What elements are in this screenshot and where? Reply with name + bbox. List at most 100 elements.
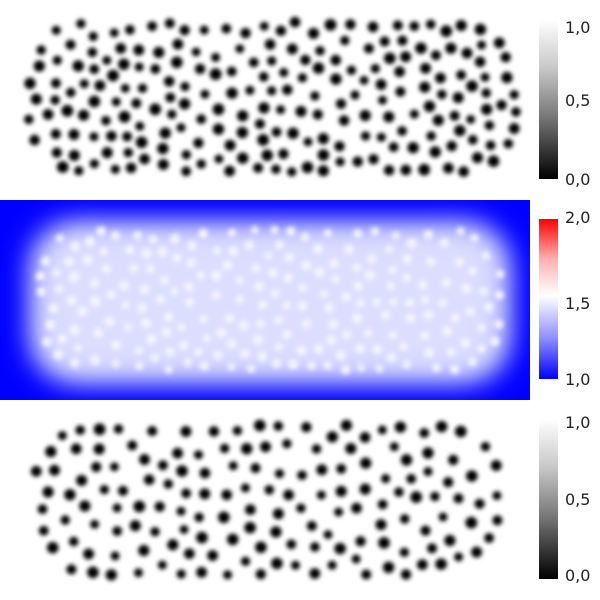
texture-dot <box>367 254 377 264</box>
texture-dot <box>147 426 158 437</box>
texture-dot <box>68 536 79 547</box>
texture-dot <box>120 83 130 93</box>
texture-dot <box>88 95 101 108</box>
texture-dot <box>253 334 264 345</box>
texture-dot <box>87 566 99 579</box>
texture-dot <box>202 334 211 343</box>
texture-dot <box>181 166 192 177</box>
texture-dot <box>77 109 90 121</box>
texture-dot <box>171 253 182 263</box>
texture-dot <box>470 234 479 243</box>
texture-dot <box>306 520 317 531</box>
texture-dot <box>155 295 165 304</box>
bottom-density-field <box>0 400 530 600</box>
top-colorbar-tick-min: 0,0 <box>565 170 591 189</box>
texture-dot <box>420 62 431 74</box>
texture-dot <box>181 488 192 499</box>
texture-dot <box>176 506 186 516</box>
texture-dot <box>420 295 429 304</box>
texture-dot <box>57 431 67 441</box>
texture-dot <box>106 290 116 300</box>
texture-dot <box>300 232 310 242</box>
texture-dot <box>389 265 397 274</box>
texture-dot <box>176 123 186 133</box>
texture-dot <box>94 80 106 91</box>
texture-dot <box>185 297 195 307</box>
texture-dot <box>480 72 490 82</box>
texture-dot <box>419 81 431 93</box>
middle-colorbar-tick-mid: 1,5 <box>565 294 591 313</box>
texture-dot <box>248 57 259 68</box>
texture-dot <box>260 441 271 453</box>
texture-dot <box>187 240 197 251</box>
texture-dot <box>438 298 447 307</box>
texture-dot <box>176 569 186 579</box>
texture-dot <box>487 155 500 168</box>
texture-dot <box>55 234 64 243</box>
texture-dot <box>111 359 120 368</box>
texture-dot <box>135 136 148 149</box>
texture-dot <box>87 47 98 58</box>
texture-dot <box>402 273 411 283</box>
texture-dot <box>124 323 132 332</box>
texture-dot <box>36 286 47 297</box>
texture-dot <box>65 39 76 50</box>
texture-dot <box>467 134 478 145</box>
texture-dot <box>399 547 410 558</box>
texture-dot <box>310 91 320 101</box>
texture-dot <box>271 358 282 369</box>
texture-dot <box>167 109 177 120</box>
texture-dot <box>508 123 520 134</box>
texture-dot <box>235 44 245 54</box>
texture-dot <box>82 255 93 265</box>
texture-dot <box>184 282 194 292</box>
texture-dot <box>287 167 297 177</box>
texture-dot <box>353 229 363 239</box>
texture-dot <box>377 425 387 435</box>
texture-dot <box>286 43 298 55</box>
texture-dot <box>118 58 130 71</box>
texture-dot <box>307 27 320 39</box>
texture-dot <box>129 264 138 273</box>
texture-dot <box>346 65 357 76</box>
texture-dot <box>150 64 161 74</box>
texture-dot <box>235 276 244 285</box>
texture-dot <box>435 420 448 433</box>
texture-dot <box>359 109 371 122</box>
texture-dot <box>345 443 357 455</box>
texture-dot <box>503 138 514 149</box>
texture-dot <box>170 234 180 244</box>
texture-dot <box>253 162 264 173</box>
texture-dot <box>125 24 135 35</box>
texture-dot <box>70 358 80 368</box>
texture-dot <box>360 457 372 469</box>
texture-dot <box>338 115 350 126</box>
texture-dot <box>297 301 308 311</box>
texture-dot <box>336 463 347 474</box>
texture-dot <box>418 163 431 176</box>
texture-dot <box>149 103 162 116</box>
texture-dot <box>476 40 487 50</box>
texture-dot <box>45 445 57 458</box>
texture-dot <box>323 229 332 238</box>
texture-dot <box>159 127 171 139</box>
texture-dot <box>79 79 89 89</box>
texture-dot <box>102 55 112 65</box>
texture-dot <box>139 454 150 465</box>
texture-dot <box>170 287 179 296</box>
texture-dot <box>423 467 433 477</box>
texture-dot <box>255 319 265 328</box>
texture-dot <box>240 483 250 493</box>
texture-dot <box>24 77 36 90</box>
texture-dot <box>456 70 467 80</box>
texture-dot <box>494 290 504 300</box>
texture-dot <box>221 489 233 501</box>
texture-dot <box>423 230 433 240</box>
texture-dot <box>133 500 146 513</box>
texture-dot <box>429 146 441 158</box>
texture-dot <box>274 315 283 325</box>
texture-dot <box>375 519 387 531</box>
texture-dot <box>211 290 221 300</box>
texture-dot <box>191 47 201 57</box>
texture-dot <box>477 323 486 333</box>
